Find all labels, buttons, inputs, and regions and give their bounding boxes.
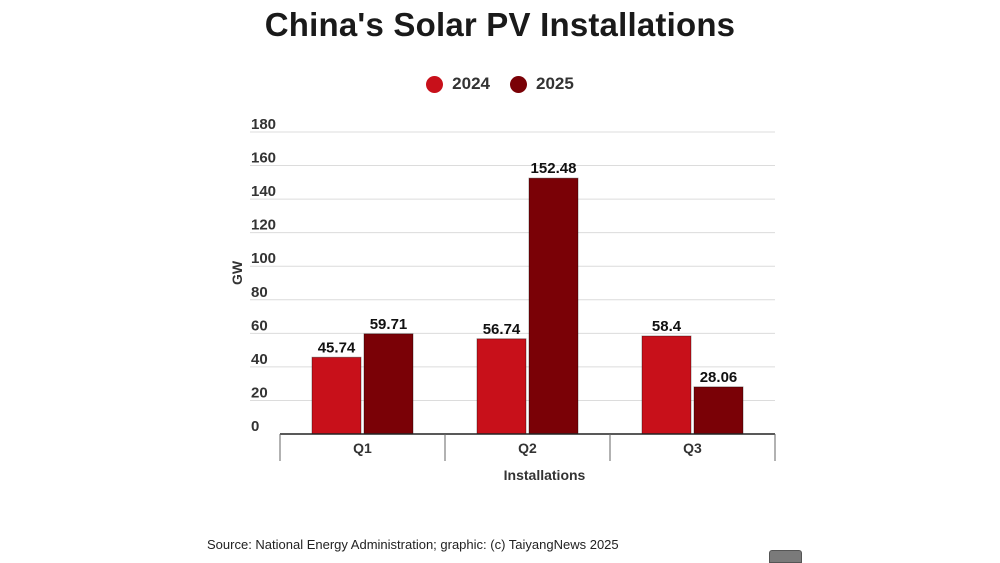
corner-tab — [769, 550, 802, 563]
y-tick-label: 20 — [251, 384, 268, 401]
legend-swatch-2024 — [426, 75, 444, 93]
legend-label-2024: 2024 — [452, 74, 490, 93]
bar-2025-Q3 — [693, 386, 744, 435]
x-tick-label: Q3 — [683, 440, 702, 456]
y-tick-label: 60 — [251, 317, 268, 334]
bar-2025-Q2 — [528, 177, 579, 435]
y-tick-label: 40 — [251, 351, 268, 368]
data-label: 45.74 — [318, 339, 356, 356]
legend-item-2025[interactable]: 2025 — [510, 74, 574, 94]
y-tick-label: 140 — [251, 183, 276, 200]
chart-legend: 2024 2025 — [0, 74, 1000, 94]
source-note: Source: National Energy Administration; … — [207, 537, 619, 552]
data-label: 152.48 — [531, 160, 577, 177]
bar-2024-Q3 — [641, 335, 692, 435]
chart-title: China's Solar PV Installations — [264, 6, 736, 43]
bar-2024-Q1 — [311, 356, 362, 435]
x-tick-label: Q2 — [518, 440, 537, 456]
legend-label-2025: 2025 — [536, 74, 574, 93]
y-tick-label: 180 — [251, 116, 276, 133]
x-axis-label: Installations — [504, 467, 586, 483]
y-tick-label: 100 — [251, 250, 276, 267]
data-label: 58.4 — [652, 318, 682, 335]
y-tick-label: 0 — [251, 418, 259, 435]
y-tick-label: 80 — [251, 284, 268, 301]
legend-swatch-2025 — [510, 75, 527, 93]
x-tick-label: Q1 — [353, 440, 372, 456]
data-label: 59.71 — [370, 316, 408, 333]
bar-2024-Q2 — [476, 338, 527, 435]
legend-item-2024[interactable]: 2024 — [426, 74, 490, 94]
data-label: 56.74 — [483, 321, 521, 338]
y-tick-label: 160 — [251, 150, 276, 167]
y-axis-label: GW — [229, 260, 245, 285]
bar-2025-Q1 — [363, 333, 414, 435]
y-tick-label: 120 — [251, 217, 276, 234]
data-label: 28.06 — [700, 369, 738, 386]
